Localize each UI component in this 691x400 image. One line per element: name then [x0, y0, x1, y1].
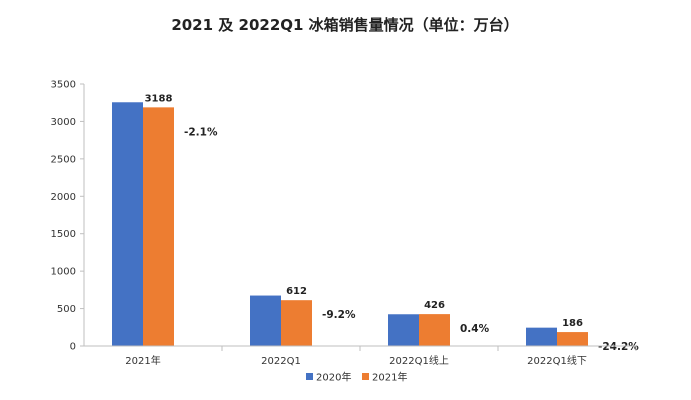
- bars: [112, 102, 588, 347]
- x-category-label: 2022Q1线上: [389, 354, 449, 367]
- legend: 2020年 2021年: [306, 371, 407, 384]
- y-tick-label: 1000: [51, 267, 76, 278]
- bar-series2: [143, 107, 174, 346]
- bar-series2: [419, 314, 450, 346]
- change-label: 0.4%: [460, 323, 490, 335]
- data-labels: 3188 -2.1% 612 -9.2% 426 0.4% 186 -24.2%: [145, 93, 640, 353]
- y-axis: 0 500 1000 1500 2000 2500 3000 3500: [51, 80, 85, 353]
- y-tick-label: 1500: [51, 229, 76, 240]
- change-label: -9.2%: [322, 309, 356, 321]
- legend-label: 2020年: [316, 371, 351, 384]
- bar-series1: [112, 102, 143, 347]
- y-tick-label: 3500: [51, 80, 76, 91]
- bar-series1: [388, 314, 419, 346]
- legend-swatch: [362, 373, 369, 380]
- data-label: 3188: [145, 93, 173, 104]
- x-axis: 2021年 2022Q1 2022Q1线上 2022Q1线下: [84, 345, 637, 367]
- x-category-label: 2021年: [125, 354, 160, 367]
- change-label: -2.1%: [184, 126, 218, 138]
- bar-series1: [250, 295, 281, 346]
- change-label: -24.2%: [598, 341, 639, 353]
- x-category-label: 2022Q1线下: [527, 354, 587, 367]
- legend-label: 2021年: [372, 371, 407, 384]
- y-tick-label: 0: [70, 342, 76, 353]
- y-tick-label: 2000: [51, 192, 76, 203]
- y-tick-label: 2500: [51, 154, 76, 165]
- bar-series2: [557, 332, 588, 346]
- bar-series1: [526, 327, 557, 346]
- bar-series2: [281, 300, 312, 346]
- y-tick-label: 3000: [51, 117, 76, 128]
- data-label: 426: [424, 300, 445, 311]
- data-label: 612: [286, 286, 307, 297]
- x-category-label: 2022Q1: [261, 356, 301, 367]
- legend-swatch: [306, 373, 313, 380]
- chart-title: 2021 及 2022Q1 冰箱销售量情况（单位：万台）: [171, 16, 518, 34]
- y-tick-label: 500: [57, 304, 76, 315]
- data-label: 186: [562, 318, 583, 329]
